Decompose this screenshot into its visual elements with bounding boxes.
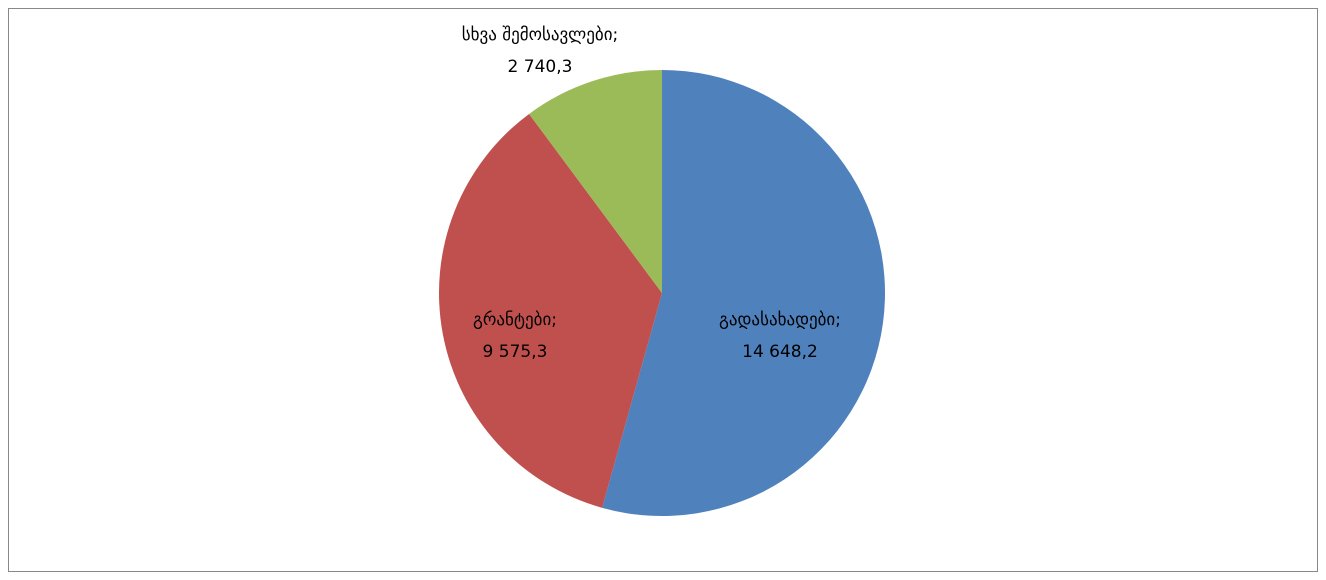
slice-label: გადასახადები; xyxy=(719,310,841,330)
pie-slice xyxy=(529,70,662,293)
slice-value-label: 2 740,3 xyxy=(508,57,573,77)
slice-label: სხვა შემოსავლები; xyxy=(462,25,618,45)
slice-label: გრანტები; xyxy=(473,310,557,330)
slice-value-label: 14 648,2 xyxy=(742,342,818,362)
pie-slice xyxy=(602,70,885,516)
pie-slice xyxy=(439,113,662,508)
slice-value-label: 9 575,3 xyxy=(483,342,548,362)
